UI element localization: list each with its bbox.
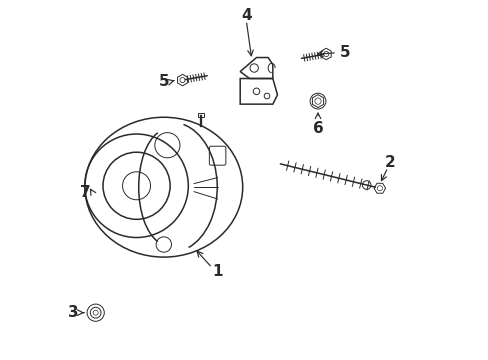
Text: 6: 6 (312, 121, 323, 136)
Text: 2: 2 (384, 154, 394, 170)
Text: 7: 7 (80, 185, 90, 200)
Text: 5: 5 (158, 74, 169, 89)
Text: 4: 4 (241, 8, 251, 23)
Bar (198, 113, 203, 117)
Text: 1: 1 (212, 264, 223, 279)
Text: 3: 3 (68, 305, 79, 320)
Text: 5: 5 (339, 45, 349, 60)
